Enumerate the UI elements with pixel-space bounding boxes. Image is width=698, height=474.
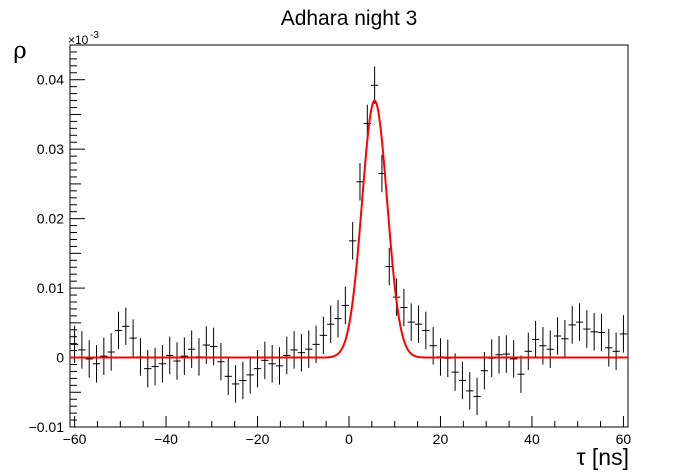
data-point	[224, 357, 232, 396]
data-point	[246, 356, 254, 394]
axis-ticks	[70, 44, 624, 428]
data-point	[575, 303, 584, 341]
data-point	[268, 345, 276, 383]
data-point	[144, 349, 152, 388]
data-point	[458, 361, 467, 400]
x-tick-label: 60	[616, 431, 632, 447]
tick-labels: −60 −40 −20 0 20 40 60 −0.01 0 0.01 0.02 0.03 0.04	[29, 72, 632, 447]
data-point	[473, 377, 481, 416]
data-point	[78, 331, 86, 369]
data-point	[539, 326, 547, 365]
data-point	[466, 372, 474, 410]
data-point	[502, 335, 510, 373]
y-multiplier-exponent: -3	[90, 30, 99, 41]
data-point	[546, 330, 554, 368]
data-points	[70, 66, 628, 416]
data-point	[509, 340, 518, 378]
data-point	[583, 310, 591, 348]
data-point	[590, 313, 598, 351]
data-point	[341, 286, 349, 325]
data-point	[129, 319, 137, 357]
data-point	[414, 305, 423, 343]
data-point	[297, 333, 306, 372]
data-point	[231, 365, 240, 403]
data-point	[531, 320, 540, 359]
data-point	[114, 311, 123, 350]
data-point	[370, 66, 379, 105]
data-point	[151, 347, 159, 386]
y-tick-label: 0.01	[37, 280, 64, 296]
data-point	[334, 299, 342, 338]
y-axis-label: ρ	[13, 38, 27, 64]
data-point	[356, 163, 364, 201]
data-point	[100, 337, 108, 375]
y-tick-label: 0.04	[37, 72, 64, 88]
data-point	[122, 307, 130, 346]
data-point	[319, 316, 328, 355]
data-point	[429, 326, 437, 365]
x-tick-label: 40	[524, 431, 540, 447]
data-point	[568, 306, 576, 344]
data-point	[327, 305, 335, 343]
data-point	[107, 333, 115, 371]
data-point	[422, 311, 430, 350]
data-point	[451, 353, 459, 391]
data-point	[561, 320, 569, 358]
data-point	[92, 345, 101, 383]
data-point	[253, 349, 262, 388]
data-point	[180, 337, 189, 375]
data-point	[349, 222, 357, 260]
data-point	[605, 329, 613, 367]
data-point	[290, 331, 298, 369]
x-tick-label: −20	[246, 431, 270, 447]
data-point	[158, 345, 167, 383]
x-axis-label: τ [ns]	[576, 444, 629, 470]
data-point	[275, 347, 284, 385]
data-point	[166, 336, 174, 375]
data-point	[217, 342, 225, 381]
data-point	[85, 340, 93, 378]
data-point	[517, 355, 525, 393]
y-tick-label: −0.01	[29, 419, 65, 435]
data-point	[407, 303, 415, 341]
plot-frame	[69, 44, 629, 428]
data-point	[385, 247, 393, 286]
y-tick-label: 0.03	[37, 141, 64, 157]
data-point	[619, 315, 628, 353]
x-tick-label: −40	[154, 431, 178, 447]
data-point	[173, 342, 181, 380]
data-point	[261, 341, 269, 380]
fit-curve-group	[70, 99, 628, 359]
y-tick-label: 0.02	[37, 211, 64, 227]
data-point	[400, 288, 408, 327]
data-point	[209, 327, 218, 366]
data-point	[495, 336, 503, 374]
data-point	[188, 330, 196, 368]
fit-curve	[70, 99, 628, 359]
y-multiplier: ×10	[68, 33, 89, 47]
chart-title: Adhara night 3	[281, 7, 418, 30]
data-point	[612, 332, 620, 371]
data-point	[239, 361, 247, 400]
x-tick-label: 0	[345, 431, 353, 447]
data-point	[305, 330, 313, 368]
data-point	[524, 332, 532, 371]
data-point	[283, 336, 291, 375]
y-tick-label: 0	[56, 350, 64, 366]
data-point	[553, 317, 562, 355]
data-point	[597, 313, 606, 352]
x-tick-label: 20	[433, 431, 449, 447]
x-tick-label: −60	[63, 431, 87, 447]
